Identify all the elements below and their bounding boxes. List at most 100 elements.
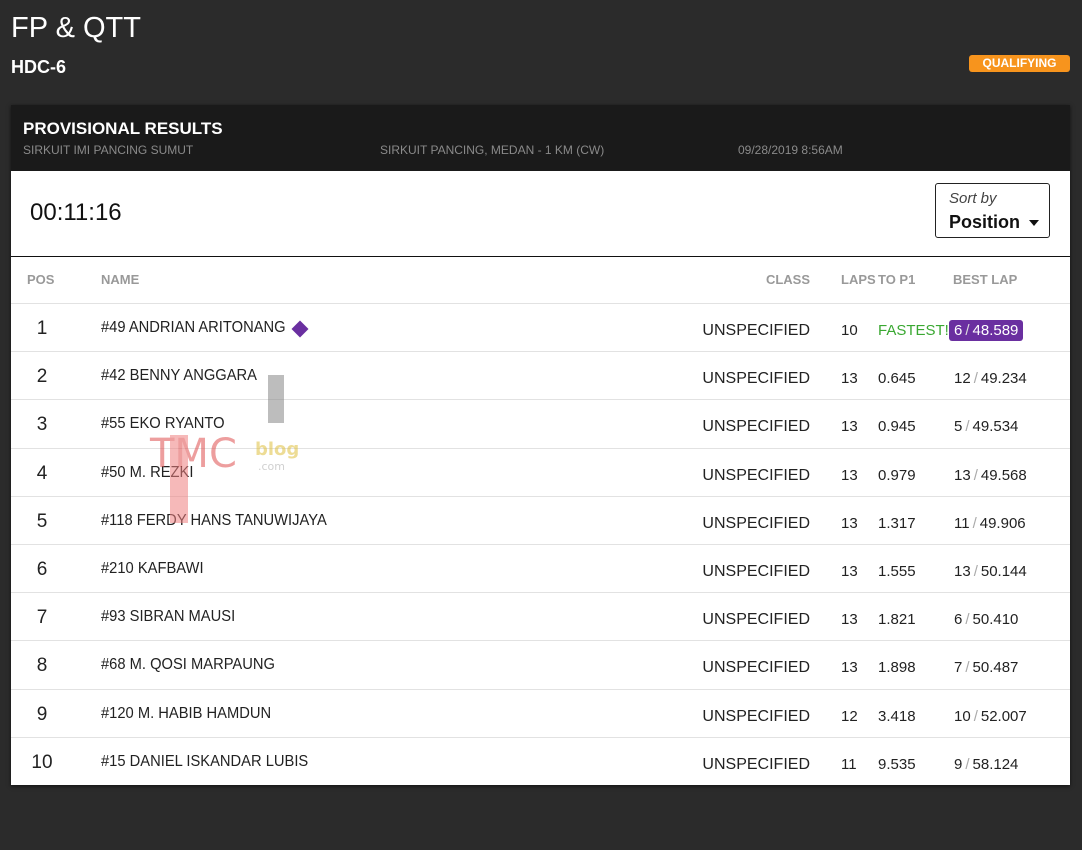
laps: 10	[841, 322, 858, 339]
panel-header: PROVISIONAL RESULTS SIRKUIT IMI PANCING …	[11, 105, 1070, 171]
separator: /	[973, 370, 978, 388]
position: 6	[36, 559, 48, 580]
driver-name: #50 M. REZKI	[101, 463, 194, 481]
laps: 13	[841, 611, 858, 629]
laps: 12	[841, 707, 858, 725]
driver-name: #49 ANDRIAN ARITONANG	[101, 319, 286, 336]
driver-name: #210 KAFBAWI	[101, 560, 204, 577]
session-timer: 00:11:16	[30, 199, 122, 226]
gap-to-p1: 1.317	[878, 514, 916, 532]
laps: 13	[841, 514, 858, 532]
best-lap: 10/52.007	[949, 706, 1032, 727]
class: UNSPECIFIED	[702, 659, 810, 677]
session-badge: QUALIFYING	[969, 55, 1070, 72]
sort-value: Position	[949, 212, 1020, 232]
best-lap: 13/50.144	[949, 561, 1032, 582]
position: 8	[36, 655, 48, 677]
laps: 13	[841, 563, 858, 580]
gap-to-p1: 0.979	[878, 466, 916, 484]
best-lap-time: 49.568	[980, 466, 1027, 484]
best-lap: 9/58.124	[949, 754, 1023, 775]
sort-dropdown[interactable]: Sort by Position	[935, 183, 1050, 238]
laps: 13	[841, 466, 858, 484]
result-row: 5 #118 FERDY HANS TANUWIJAYA UNSPECIFIED 13…	[11, 495, 1070, 544]
best-lap-number: 7	[954, 659, 963, 677]
best-lap-number: 12	[954, 370, 971, 388]
fastest-icon	[291, 320, 309, 338]
class: UNSPECIFIED	[702, 514, 810, 532]
laps: 13	[841, 418, 858, 436]
driver-name: #15 DANIEL ISKANDAR LUBIS	[101, 752, 309, 770]
session-name: HDC-6	[11, 57, 67, 77]
best-lap-number: 5	[954, 418, 963, 436]
result-row: 2 #42 BENNY ANGGARA UNSPECIFIED 13 0.645 12/4…	[11, 351, 1070, 399]
dropdown-caret	[1029, 220, 1039, 226]
best-lap-time: 52.007	[980, 707, 1027, 725]
class: UNSPECIFIED	[702, 370, 810, 388]
panel-title: PROVISIONAL RESULTS	[23, 119, 223, 138]
class: UNSPECIFIED	[702, 466, 810, 484]
gap-to-p1: 0.945	[878, 418, 916, 436]
driver-name: #68 M. QOSI MARPAUNG	[101, 656, 275, 674]
position: 3	[36, 414, 48, 436]
best-lap-time: 50.144	[980, 563, 1027, 580]
result-row: 3 #55 EKO RYANTO UNSPECIFIED 13 0.945 5/49.53…	[11, 399, 1070, 447]
gap-to-p1: 1.555	[878, 563, 916, 580]
separator: /	[972, 514, 977, 532]
result-row: 8 #68 M. QOSI MARPAUNG UNSPECIFIED 13 1.898 7…	[11, 640, 1070, 688]
results-panel: PROVISIONAL RESULTS SIRKUIT IMI PANCING …	[11, 105, 1070, 785]
position: 4	[36, 462, 48, 484]
best-lap-time: 49.906	[979, 514, 1026, 532]
position: 9	[36, 703, 48, 725]
driver-name: #55 EKO RYANTO	[101, 415, 225, 433]
column-header: CLASS	[765, 272, 810, 287]
driver-name: #120 M. HABIB HAMDUN	[101, 704, 272, 722]
gap-to-p1: 9.535	[878, 755, 916, 773]
best-lap-time: 49.234	[980, 370, 1027, 388]
gap-to-p1: 0.645	[878, 370, 916, 388]
best-lap-number: 13	[954, 466, 971, 484]
best-lap-time: 49.534	[972, 418, 1019, 436]
result-row: 10 #15 DANIEL ISKANDAR LUBIS UNSPECIFIED 11…	[11, 736, 1070, 785]
separator: /	[965, 659, 970, 677]
column-header: LAPS	[841, 272, 876, 287]
separator: /	[965, 611, 970, 629]
position: 2	[36, 366, 48, 388]
gap-to-p1: FASTEST!	[878, 322, 949, 339]
class: UNSPECIFIED	[702, 322, 810, 339]
gap-to-p1: 3.418	[878, 707, 916, 725]
class: UNSPECIFIED	[702, 563, 810, 580]
best-lap-number: 6	[954, 322, 963, 339]
track-name: SIRKUIT PANCING, MEDAN - 1 KM (CW)	[380, 143, 605, 157]
best-lap-number: 9	[954, 755, 963, 773]
best-lap-number: 11	[954, 514, 970, 532]
result-row: 9 #120 M. HABIB HAMDUN UNSPECIFIED 12 3.418 1…	[11, 688, 1070, 737]
result-row: 7 #93 SIBRAN MAUSI UNSPECIFIED 13 1.821 6/50.…	[11, 592, 1070, 640]
column-header: NAME	[101, 272, 140, 287]
result-row: 4 #50 M. REZKI UNSPECIFIED 13 0.979 13/49.568	[11, 447, 1070, 496]
position: 10	[31, 751, 53, 773]
best-lap-time: 58.124	[972, 755, 1019, 773]
driver-name: #42 BENNY ANGGARA	[101, 367, 257, 385]
best-lap-number: 6	[954, 611, 963, 629]
best-lap: 11/49.906	[949, 513, 1031, 534]
result-row: 1 #49 ANDRIAN ARITONANG UNSPECIFIED 10 FASTE…	[11, 303, 1070, 351]
best-lap: 12/49.234	[949, 368, 1032, 389]
best-lap: 13/49.568	[949, 465, 1032, 486]
gap-to-p1: 1.898	[878, 659, 916, 677]
class: UNSPECIFIED	[702, 755, 810, 773]
divider	[11, 256, 1070, 257]
best-lap-time: 48.589	[972, 322, 1019, 339]
laps: 13	[841, 659, 858, 677]
position: 7	[36, 607, 48, 629]
position: 1	[36, 318, 48, 339]
class: UNSPECIFIED	[702, 707, 810, 725]
best-lap: 7/50.487	[949, 657, 1023, 678]
position: 5	[36, 510, 48, 532]
page-title: FP & QTT	[11, 12, 141, 44]
best-lap: 6/50.410	[949, 609, 1023, 630]
driver-name: #118 FERDY HANS TANUWIJAYA	[101, 511, 327, 529]
best-lap-number: 10	[954, 707, 971, 725]
